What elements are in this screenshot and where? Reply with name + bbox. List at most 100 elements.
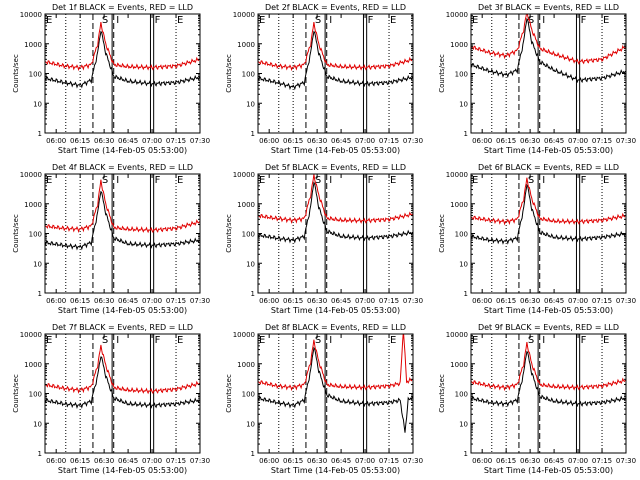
series-events-line bbox=[45, 356, 200, 409]
plot-frame bbox=[257, 13, 414, 134]
x-tick-label: 06:15 bbox=[283, 457, 303, 465]
x-axis-label: Start Time (14-Feb-05 05:53:00) bbox=[484, 146, 613, 155]
marker-label: F bbox=[155, 335, 161, 346]
marker-label: I bbox=[542, 335, 545, 346]
y-tick-label: 1 bbox=[38, 290, 42, 298]
x-tick-label: 06:00 bbox=[259, 457, 279, 465]
marker-label: S bbox=[528, 335, 534, 346]
x-tick-label: 06:30 bbox=[520, 297, 540, 305]
x-axis-label: Start Time (14-Feb-05 05:53:00) bbox=[271, 306, 400, 315]
x-tick-label: 06:45 bbox=[331, 137, 351, 145]
marker-label: E bbox=[603, 175, 609, 186]
x-tick-label: 07:15 bbox=[592, 137, 612, 145]
marker-label: E bbox=[390, 175, 396, 186]
series-events-line bbox=[471, 350, 626, 408]
marker-label: E bbox=[390, 335, 396, 346]
marker-label: E bbox=[472, 175, 478, 186]
x-tick-label: 07:30 bbox=[403, 457, 423, 465]
x-tick-label: 07:00 bbox=[568, 137, 588, 145]
x-tick-label: 07:30 bbox=[403, 137, 423, 145]
y-tick-label: 10 bbox=[33, 100, 42, 108]
y-tick-label: 1 bbox=[464, 290, 468, 298]
y-tick-label: 10000 bbox=[20, 11, 42, 19]
y-axis-label: Counts/sec bbox=[438, 214, 446, 253]
y-tick-label: 1000 bbox=[237, 41, 255, 49]
x-tick-label: 06:00 bbox=[472, 457, 492, 465]
plot-frame bbox=[257, 333, 414, 454]
x-tick-label: 07:00 bbox=[355, 137, 375, 145]
y-tick-label: 100 bbox=[29, 391, 42, 399]
chart-title: Det 7f BLACK = Events, RED = LLD bbox=[52, 323, 193, 332]
series-group bbox=[45, 22, 200, 89]
plot-frame bbox=[257, 173, 414, 294]
x-tick-label: 06:00 bbox=[46, 297, 66, 305]
marker-label: F bbox=[368, 175, 374, 186]
marker-label: E bbox=[259, 15, 265, 26]
x-axis-label: Start Time (14-Feb-05 05:53:00) bbox=[58, 466, 187, 475]
chart-title: Det 2f BLACK = Events, RED = LLD bbox=[265, 3, 406, 12]
y-tick-label: 1 bbox=[38, 450, 42, 458]
marker-label: I bbox=[116, 335, 119, 346]
marker-label: F bbox=[368, 15, 374, 26]
y-axis-label: Counts/sec bbox=[225, 214, 233, 253]
x-tick-label: 06:15 bbox=[496, 297, 516, 305]
y-tick-label: 10 bbox=[246, 100, 255, 108]
x-axis-label: Start Time (14-Feb-05 05:53:00) bbox=[484, 466, 613, 475]
marker-label: S bbox=[102, 335, 108, 346]
marker-label: F bbox=[368, 335, 374, 346]
series-lld-line bbox=[471, 342, 626, 392]
marker-label: S bbox=[528, 175, 534, 186]
series-events-line bbox=[258, 346, 413, 433]
x-tick-label: 07:00 bbox=[142, 297, 162, 305]
y-tick-label: 10 bbox=[33, 420, 42, 428]
x-tick-label: 06:45 bbox=[544, 457, 564, 465]
marker-label: F bbox=[581, 335, 587, 346]
marker-label: E bbox=[46, 15, 52, 26]
x-tick-label: 06:15 bbox=[70, 457, 90, 465]
x-tick-label: 06:45 bbox=[331, 457, 351, 465]
x-tick-label: 07:15 bbox=[166, 457, 186, 465]
y-tick-label: 10000 bbox=[446, 331, 468, 339]
chart-title: Det 4f BLACK = Events, RED = LLD bbox=[52, 163, 193, 172]
y-tick-label: 1000 bbox=[450, 361, 468, 369]
series-lld-line bbox=[45, 22, 200, 72]
x-tick-label: 06:15 bbox=[283, 297, 303, 305]
y-tick-label: 10000 bbox=[233, 11, 255, 19]
y-tick-label: 10 bbox=[459, 260, 468, 268]
marker-label: E bbox=[46, 175, 52, 186]
x-tick-label: 07:30 bbox=[190, 137, 210, 145]
x-tick-label: 06:15 bbox=[496, 457, 516, 465]
series-events-line bbox=[45, 190, 200, 251]
x-tick-label: 06:30 bbox=[307, 457, 327, 465]
x-tick-label: 07:00 bbox=[142, 457, 162, 465]
series-group bbox=[45, 344, 200, 409]
series-lld-line bbox=[471, 14, 626, 65]
y-tick-label: 100 bbox=[242, 71, 255, 79]
y-axis-label: Counts/sec bbox=[438, 54, 446, 93]
marker-label: E bbox=[177, 15, 183, 26]
y-tick-label: 1 bbox=[251, 450, 255, 458]
y-tick-label: 10 bbox=[33, 260, 42, 268]
y-axis-label: Counts/sec bbox=[438, 374, 446, 413]
chart-title: Det 1f BLACK = Events, RED = LLD bbox=[52, 3, 193, 12]
chart-title: Det 8f BLACK = Events, RED = LLD bbox=[265, 323, 406, 332]
series-group bbox=[258, 174, 413, 244]
marker-label: I bbox=[542, 175, 545, 186]
marker-label: I bbox=[329, 175, 332, 186]
y-tick-label: 1000 bbox=[237, 361, 255, 369]
y-tick-label: 10 bbox=[459, 100, 468, 108]
x-tick-label: 07:15 bbox=[166, 137, 186, 145]
y-tick-label: 10 bbox=[246, 260, 255, 268]
x-tick-label: 06:15 bbox=[496, 137, 516, 145]
marker-label: E bbox=[390, 15, 396, 26]
series-events-line bbox=[471, 183, 626, 245]
y-axis-label: Counts/sec bbox=[12, 54, 20, 93]
